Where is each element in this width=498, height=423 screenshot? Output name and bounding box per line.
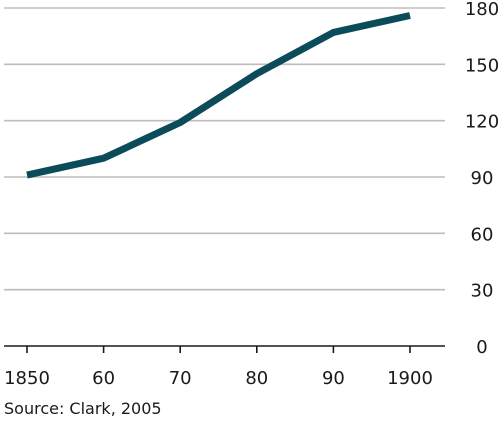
x-tick-label-1860: 60 (92, 368, 115, 389)
x-tick-labels: 1850 60 70 80 90 1900 (4, 368, 433, 389)
y-tick-label-60: 60 (471, 224, 494, 245)
x-tick-label-1870: 70 (169, 368, 192, 389)
x-tick-label-1890: 90 (322, 368, 345, 389)
y-tick-label-30: 30 (471, 281, 494, 302)
x-tick-label-1900: 1900 (387, 368, 433, 389)
x-tick-label-1880: 80 (245, 368, 268, 389)
y-tick-label-180: 180 (465, 0, 498, 20)
y-tick-label-120: 120 (465, 112, 498, 133)
source-note: Source: Clark, 2005 (4, 399, 162, 418)
y-tick-label-0: 0 (476, 337, 487, 358)
series-group (26, 12, 411, 179)
x-tick-label-1850: 1850 (4, 368, 50, 389)
gridlines (4, 7, 445, 291)
y-tick-labels: 0 30 60 90 120 150 180 (465, 0, 498, 358)
x-axis (4, 345, 445, 353)
y-tick-label-150: 150 (465, 55, 498, 76)
series-line-0 (26, 12, 411, 179)
y-tick-label-90: 90 (471, 168, 494, 189)
